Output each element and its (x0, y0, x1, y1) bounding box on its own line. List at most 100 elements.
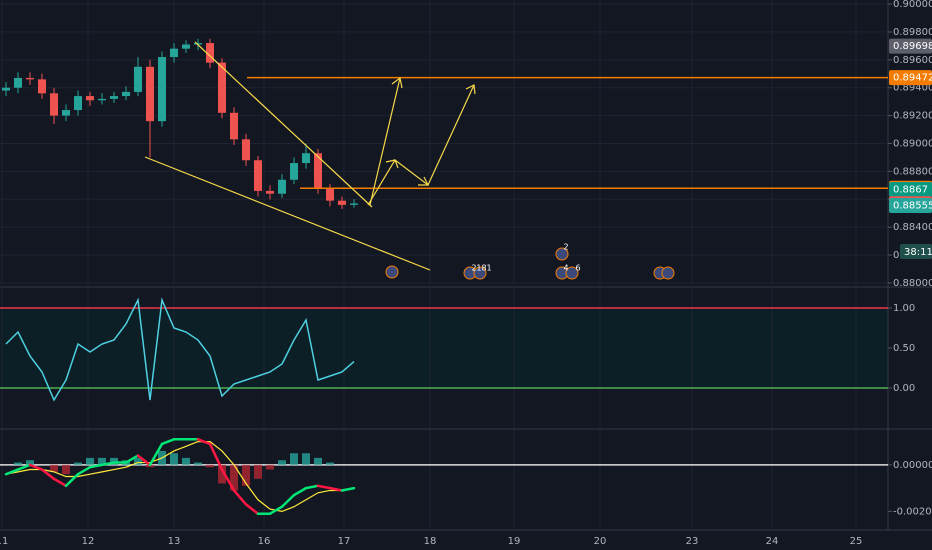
candle-body (350, 203, 358, 205)
arrow-head (418, 176, 429, 186)
histogram-bar (326, 462, 334, 465)
countdown-label: 38:11 (904, 247, 932, 258)
histogram-bar (194, 462, 202, 465)
event-icon (473, 266, 487, 280)
candle-body (254, 160, 262, 191)
marks (0, 38, 888, 515)
oscillator-line (5, 297, 355, 402)
candle-body (278, 179, 286, 194)
grid (0, 0, 932, 531)
histogram-bar (62, 464, 70, 475)
event-label: 6 (575, 264, 580, 273)
macd-segment (196, 438, 212, 446)
arrow-head (465, 84, 476, 95)
event-label: 2 (471, 264, 476, 273)
candle-body (242, 139, 250, 161)
countdown-badge (900, 244, 932, 259)
trend-line (144, 156, 431, 271)
x-tick-label: 19 (508, 536, 521, 547)
price-badge (889, 70, 932, 86)
drawings (144, 41, 476, 271)
x-tick-label: 25 (850, 536, 863, 547)
macd-segment (40, 468, 56, 481)
macd-segment (4, 468, 20, 476)
candle-body (86, 96, 94, 101)
y-tick-label: 0.88400 (893, 222, 932, 233)
y-tick-label: 0.90000 (893, 0, 932, 10)
macd-segment (160, 438, 176, 446)
macd-segment (28, 463, 44, 471)
y-tick-label: 0.89800 (893, 27, 932, 38)
histogram-bar (218, 464, 226, 484)
candle-body (230, 112, 238, 140)
y-tick-label: 0.00 (893, 383, 915, 394)
y-tick-label: 0.00000 (893, 460, 932, 471)
arrow (367, 84, 475, 206)
candle-body (266, 190, 274, 194)
macd-segment (136, 454, 152, 467)
event-icons (385, 247, 675, 280)
candle-body (14, 77, 22, 88)
histogram-bar (170, 453, 178, 465)
histogram-bar (206, 464, 214, 468)
y-tick-label: 0.50 (893, 343, 915, 354)
price-badge (889, 182, 932, 198)
event-label: 181 (476, 264, 491, 273)
candle-body (170, 48, 178, 58)
price-badge (889, 198, 932, 214)
y-tick-label: 0.89400 (893, 83, 932, 94)
candle-body (38, 79, 46, 94)
macd-segment (220, 468, 236, 492)
macd-segment (316, 484, 332, 490)
arrow-head (385, 159, 399, 169)
macd-segment (64, 472, 80, 488)
macd-segment (244, 503, 260, 515)
arrow (369, 77, 401, 206)
y-tick-label: 0.89000 (893, 139, 932, 150)
candle-body (182, 44, 190, 49)
x-tick-label: 17 (338, 536, 351, 547)
price-badge-label: 0.88555 (893, 201, 932, 212)
candle-body (62, 110, 70, 116)
event-icon (385, 265, 399, 279)
price-badge-label: 0.89698 (893, 41, 932, 52)
event-label: 4 (563, 264, 568, 273)
candle-body (122, 91, 130, 97)
price-badge-label: 0.89472 (893, 73, 932, 84)
macd-segment (340, 486, 356, 492)
histogram-bar (254, 464, 262, 479)
histogram-bar (182, 457, 190, 465)
candle-body (74, 96, 82, 111)
candle-body (110, 96, 118, 99)
candle-body (2, 87, 10, 91)
histogram-bar (98, 457, 106, 465)
histogram-bar (26, 460, 34, 465)
candle-body (206, 43, 214, 63)
macd-segment (232, 489, 248, 506)
histogram-bar (134, 457, 142, 465)
candle-body (194, 43, 202, 45)
macd-segment (100, 461, 116, 467)
x-tick-label: 16 (258, 536, 271, 547)
histogram-bar (266, 464, 274, 470)
histogram-bar (314, 457, 322, 465)
event-icon (555, 247, 569, 261)
candle-body (302, 153, 310, 164)
macd-segment (304, 484, 320, 490)
macd-segment (148, 442, 164, 467)
y-tick-label: 0.88800 (893, 166, 932, 177)
candle-body (26, 77, 34, 80)
candle-body (290, 163, 298, 180)
y-tick-label: 0.89200 (893, 111, 932, 122)
event-icon (565, 266, 579, 280)
arrow-head (391, 76, 403, 89)
y-tick-label: 1.00 (893, 303, 915, 314)
y-tick-label: 0.89600 (893, 55, 932, 66)
histogram-bar (50, 464, 58, 472)
candle-body (338, 200, 346, 205)
signal-line (5, 441, 355, 513)
candle-body (146, 66, 154, 122)
